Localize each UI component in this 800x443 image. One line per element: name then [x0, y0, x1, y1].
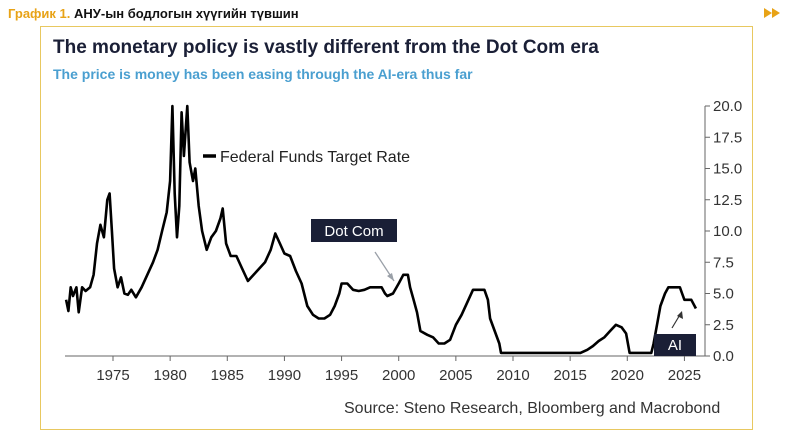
annotation-ai-arrowhead [677, 311, 683, 319]
chart-source: Source: Steno Research, Bloomberg and Ma… [344, 400, 721, 417]
y-tick-label: 15.0 [713, 161, 742, 178]
chart-axes: 1975 1980 1985 1990 1995 2000 2005 2010 2015 2020… [65, 98, 742, 384]
annotation-ai-box [654, 334, 696, 356]
annotation-dotcom-box [311, 219, 397, 242]
x-tick-label: 1985 [211, 367, 244, 384]
x-tick-label: 1995 [325, 367, 358, 384]
y-tick-label: 7.5 [713, 254, 734, 271]
y-tick-label: 2.5 [713, 317, 734, 334]
double-arrow-right-icon [764, 8, 780, 18]
y-tick-label: 5.0 [713, 286, 734, 303]
x-tick-label: 2015 [553, 367, 586, 384]
series-line-federal-funds-target-rate [64, 104, 698, 355]
x-tick-label: 2000 [382, 367, 415, 384]
figure-header: График 1. АНУ-ын бодлогын хүүгийн түвшин [8, 6, 299, 24]
chart-title: The monetary policy is vastly different … [53, 37, 599, 58]
chart-series-layer [64, 104, 698, 355]
y-tick-label: 17.5 [713, 129, 742, 146]
chart-legend: Federal Funds Target Rate [203, 149, 410, 166]
figure-header-title: АНУ-ын бодлогын хүүгийн түвшин [74, 6, 299, 21]
x-tick-label: 1980 [153, 367, 186, 384]
x-tick-label: 2020 [611, 367, 644, 384]
y-tick-label: 0.0 [713, 348, 734, 365]
legend-label: Federal Funds Target Rate [220, 149, 410, 166]
annotation-dotcom-label: Dot Com [324, 223, 383, 240]
x-tick-label: 1990 [268, 367, 301, 384]
annotation-dotcom-arrowhead [387, 273, 394, 281]
x-tick-label: 1975 [96, 367, 129, 384]
y-tick-label: 12.5 [713, 192, 742, 209]
x-tick-label: 2010 [496, 367, 529, 384]
annotation-ai-label: AI [668, 337, 682, 354]
chart-annotations: Dot Com AI [311, 219, 696, 356]
y-tick-label: 10.0 [713, 223, 742, 240]
x-tick-label: 2025 [668, 367, 701, 384]
figure-number-label: График 1. [8, 6, 71, 21]
chart-subtitle: The price is money has been easing throu… [53, 66, 473, 82]
x-tick-label: 2005 [439, 367, 472, 384]
y-tick-label: 20.0 [713, 98, 742, 115]
